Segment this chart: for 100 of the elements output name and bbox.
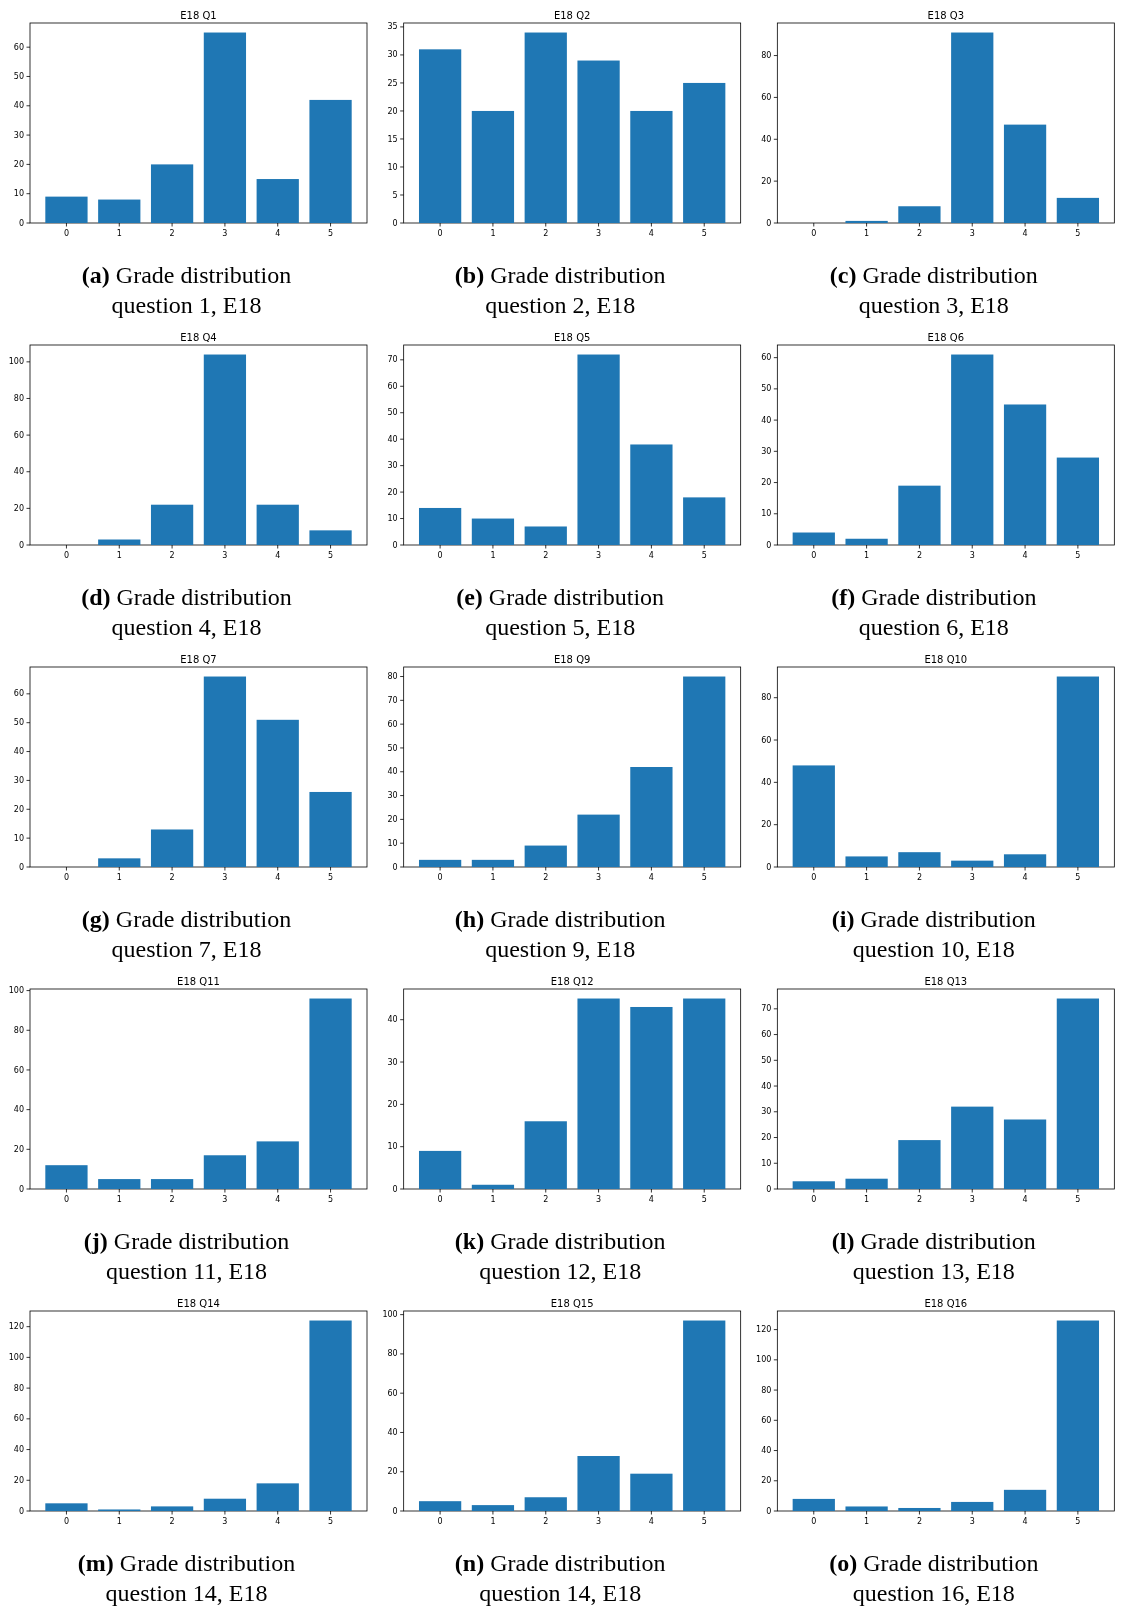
y-tick-label: 100 xyxy=(8,1352,24,1362)
x-tick-label: 1 xyxy=(490,551,496,560)
bar xyxy=(898,1507,941,1511)
x-tick-label: 4 xyxy=(648,551,654,560)
text: (d) Grade distribution question 4, E18 xyxy=(81,584,292,640)
x-tick-label: 3 xyxy=(222,1195,228,1204)
y-tick-label: 30 xyxy=(13,775,24,785)
bar xyxy=(1056,197,1100,223)
y-tick-label: 20 xyxy=(761,176,772,186)
x-tick-label: 4 xyxy=(1022,873,1028,882)
y-tick-label: 50 xyxy=(761,1055,772,1065)
y-tick-label: 20 xyxy=(761,1476,772,1486)
bar xyxy=(792,1181,835,1189)
y-tick-label: 60 xyxy=(387,1388,398,1398)
x-tick-label: 5 xyxy=(701,551,707,560)
y-tick-label: 20 xyxy=(13,1475,24,1485)
bar xyxy=(577,814,620,867)
bar xyxy=(898,1140,941,1189)
bar xyxy=(1056,457,1100,545)
bar xyxy=(256,719,299,867)
y-tick-label: 40 xyxy=(13,747,24,757)
bar xyxy=(309,99,352,223)
x-tick-label: 2 xyxy=(543,551,549,560)
bar xyxy=(1003,1119,1047,1189)
x-tick-label: 2 xyxy=(169,229,175,238)
x-tick-label: 5 xyxy=(1075,873,1081,882)
chart-title: E18 Q3 xyxy=(927,10,965,21)
bar xyxy=(98,1179,141,1189)
y-tick-label: 70 xyxy=(387,355,398,365)
bar xyxy=(256,504,299,545)
y-tick-label: 20 xyxy=(13,159,24,169)
x-tick-label: 2 xyxy=(169,873,175,882)
bar xyxy=(792,532,835,545)
y-tick-label: 10 xyxy=(387,162,398,172)
y-tick-label: 30 xyxy=(387,461,398,471)
text: (h) Grade distribution question 9, E18 xyxy=(454,906,666,962)
x-tick-label: 1 xyxy=(116,229,122,238)
chart-title: E18 Q2 xyxy=(553,10,591,21)
bar xyxy=(471,110,515,223)
x-tick-label: 3 xyxy=(596,229,602,238)
y-tick-label: 80 xyxy=(13,1025,24,1035)
bar xyxy=(98,539,141,545)
chart-title: E18 Q4 xyxy=(180,332,217,343)
y-tick-label: 30 xyxy=(387,1057,398,1067)
bar xyxy=(630,767,673,867)
x-tick-label: 4 xyxy=(1022,1195,1028,1204)
x-tick-label: 5 xyxy=(701,229,707,238)
chart-title: E18 Q14 xyxy=(177,1298,220,1309)
x-tick-label: 0 xyxy=(437,551,443,560)
y-tick-label: 10 xyxy=(387,838,398,848)
bar xyxy=(203,32,247,223)
y-tick-label: 50 xyxy=(13,72,24,82)
y-tick-label: 0 xyxy=(18,540,24,550)
bar xyxy=(418,507,462,545)
x-tick-label: 3 xyxy=(596,551,602,560)
y-tick-label: 10 xyxy=(13,833,24,843)
x-tick-label: 5 xyxy=(701,1517,707,1526)
y-tick-label: 40 xyxy=(13,1445,24,1455)
bar xyxy=(630,444,673,545)
x-tick-label: 4 xyxy=(648,1517,654,1526)
x-tick-label: 4 xyxy=(1022,229,1028,238)
x-tick-label: 0 xyxy=(63,873,69,882)
y-tick-label: 35 xyxy=(387,22,398,32)
bar xyxy=(951,860,994,867)
bar xyxy=(418,49,462,223)
y-tick-label: 40 xyxy=(761,1081,772,1091)
y-tick-label: 40 xyxy=(13,467,24,477)
x-tick-label: 0 xyxy=(811,1195,817,1204)
bar xyxy=(898,206,941,223)
y-tick-label: 0 xyxy=(392,1184,398,1194)
y-tick-label: 0 xyxy=(766,540,772,550)
bar xyxy=(203,676,247,867)
x-tick-label: 3 xyxy=(596,873,602,882)
y-tick-label: 50 xyxy=(761,384,772,394)
x-tick-label: 0 xyxy=(437,229,443,238)
bar xyxy=(898,485,941,545)
bar xyxy=(150,829,194,867)
text: (b) Grade distribution question 2, E18 xyxy=(454,262,666,318)
bar xyxy=(524,526,567,545)
y-tick-label: 60 xyxy=(761,735,772,745)
bar xyxy=(150,1506,194,1511)
x-tick-label: 5 xyxy=(328,873,334,882)
bar xyxy=(150,164,194,223)
bar xyxy=(898,852,941,867)
x-tick-label: 5 xyxy=(1075,229,1081,238)
x-tick-label: 2 xyxy=(916,1517,922,1526)
x-tick-label: 0 xyxy=(63,1517,69,1526)
x-tick-label: 5 xyxy=(1075,1195,1081,1204)
x-tick-label: 1 xyxy=(116,1517,122,1526)
y-tick-label: 50 xyxy=(387,408,398,418)
y-tick-label: 0 xyxy=(392,862,398,872)
bar xyxy=(683,82,726,223)
bar xyxy=(309,1320,352,1511)
x-tick-label: 3 xyxy=(222,229,228,238)
bar xyxy=(150,504,194,545)
y-tick-label: 0 xyxy=(766,1506,772,1516)
y-tick-label: 40 xyxy=(761,1446,772,1456)
x-tick-label: 2 xyxy=(543,1195,549,1204)
x-tick-label: 1 xyxy=(864,229,870,238)
text: (l) Grade distribution question 13, E18 xyxy=(831,1228,1036,1284)
